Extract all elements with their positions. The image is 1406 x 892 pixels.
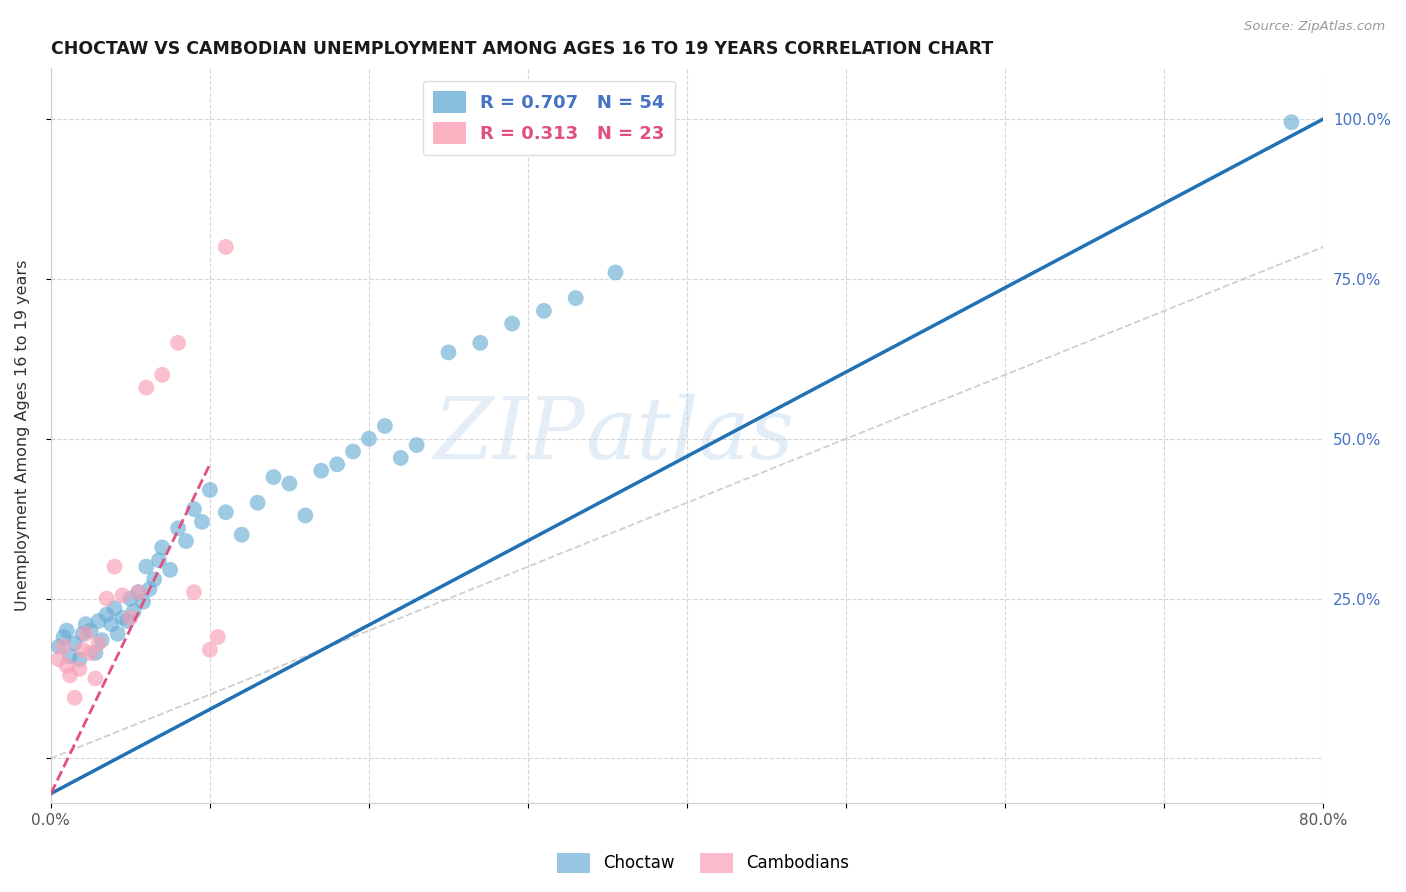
Point (374, 419, 396, 434)
Point (263, 470, 285, 484)
Point (183, 502, 205, 516)
Point (342, 444, 364, 458)
Point (59, 668, 82, 682)
Point (215, 240, 238, 254)
Point (120, 611, 142, 625)
Point (115, 614, 138, 628)
Point (75, 627, 97, 641)
Point (135, 381, 157, 395)
Point (148, 553, 170, 567)
Point (174, 534, 197, 549)
Point (470, 335, 492, 350)
Point (55, 624, 77, 638)
Point (207, 630, 229, 644)
Point (111, 611, 134, 625)
Text: atlas: atlas (585, 394, 794, 477)
Point (87, 614, 110, 628)
Point (96, 591, 118, 606)
Point (72, 627, 94, 641)
Point (159, 563, 181, 577)
Point (59, 649, 82, 664)
Point (167, 335, 190, 350)
Point (143, 573, 166, 587)
Point (198, 483, 221, 497)
Point (111, 588, 134, 602)
Point (357, 432, 380, 446)
Point (69, 662, 91, 676)
Point (96, 607, 118, 622)
Point (135, 559, 157, 574)
Point (87, 636, 110, 650)
Point (167, 521, 190, 535)
Point (90, 633, 112, 648)
Point (278, 476, 301, 491)
Point (122, 604, 145, 618)
Legend: Choctaw, Cambodians: Choctaw, Cambodians (550, 847, 856, 880)
Point (103, 559, 125, 574)
Point (48, 652, 70, 666)
Point (63, 690, 86, 705)
Point (127, 585, 149, 599)
Point (246, 496, 269, 510)
Point (79, 646, 101, 660)
Point (72, 642, 94, 657)
Point (103, 601, 125, 615)
Point (437, 345, 460, 359)
Point (63, 636, 86, 650)
Point (215, 505, 238, 519)
Point (564, 291, 586, 305)
Point (52, 640, 75, 654)
Point (191, 515, 214, 529)
Point (100, 617, 122, 632)
Point (84, 672, 107, 686)
Point (120, 591, 142, 606)
Point (533, 303, 555, 318)
Point (183, 585, 205, 599)
Point (198, 642, 221, 657)
Y-axis label: Unemployment Among Ages 16 to 19 years: Unemployment Among Ages 16 to 19 years (15, 260, 30, 611)
Point (150, 368, 173, 382)
Text: ZIP: ZIP (433, 394, 585, 477)
Point (52, 630, 75, 644)
Point (231, 527, 253, 541)
Point (612, 112, 634, 126)
Point (138, 582, 160, 596)
Point (107, 627, 129, 641)
Point (326, 458, 349, 472)
Point (55, 658, 77, 673)
Point (75, 617, 97, 632)
Point (389, 450, 412, 465)
Point (48, 640, 70, 654)
Point (605, 265, 627, 279)
Text: CHOCTAW VS CAMBODIAN UNEMPLOYMENT AMONG AGES 16 TO 19 YEARS CORRELATION CHART: CHOCTAW VS CAMBODIAN UNEMPLOYMENT AMONG … (51, 40, 993, 58)
Point (69, 652, 91, 666)
Point (127, 585, 149, 599)
Point (501, 317, 523, 331)
Point (79, 624, 101, 638)
Point (1281, 115, 1303, 129)
Point (309, 464, 332, 478)
Point (150, 541, 173, 555)
Legend: R = 0.707   N = 54, R = 0.313   N = 23: R = 0.707 N = 54, R = 0.313 N = 23 (423, 80, 675, 155)
Text: Source: ZipAtlas.com: Source: ZipAtlas.com (1244, 20, 1385, 33)
Point (84, 646, 107, 660)
Point (132, 595, 155, 609)
Point (405, 438, 427, 452)
Point (294, 508, 316, 523)
